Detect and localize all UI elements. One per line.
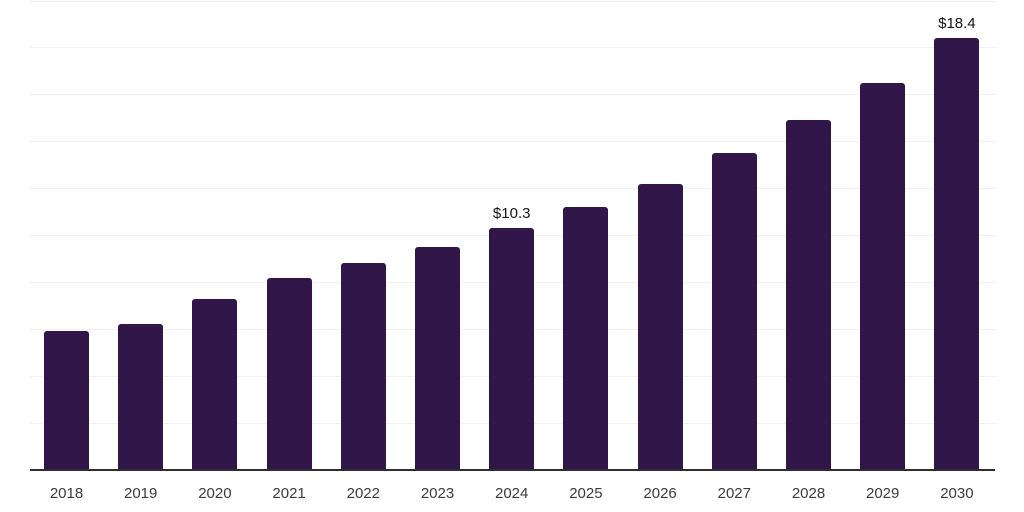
gridline-18 bbox=[30, 47, 995, 48]
bar-2018 bbox=[44, 331, 89, 470]
x-tick-label-2018: 2018 bbox=[49, 485, 84, 502]
data-label-2024: $10.3 bbox=[492, 205, 531, 223]
x-tick-label-2021: 2021 bbox=[272, 485, 306, 502]
x-tick-label-2025: 2025 bbox=[569, 485, 603, 502]
x-tick-label-2024: 2024 bbox=[495, 485, 529, 502]
x-tick-label-2030: 2030 bbox=[940, 485, 974, 502]
x-tick-label-2029: 2029 bbox=[866, 485, 900, 502]
bar-2024 bbox=[489, 228, 535, 470]
gridline-12 bbox=[30, 188, 995, 189]
x-axis-line bbox=[30, 469, 995, 471]
bar-2023 bbox=[415, 246, 460, 470]
bar-2020 bbox=[192, 298, 238, 470]
bar-2019 bbox=[118, 324, 164, 470]
x-tick-label-2028: 2028 bbox=[791, 485, 826, 502]
bar-2025 bbox=[563, 207, 609, 470]
bar-2026 bbox=[637, 183, 683, 470]
gridline-16 bbox=[30, 94, 995, 95]
x-tick-label-2023: 2023 bbox=[420, 485, 455, 502]
gridline-14 bbox=[30, 141, 995, 142]
bar-2021 bbox=[266, 277, 312, 470]
bar-2028 bbox=[786, 120, 831, 470]
x-tick-label-2019: 2019 bbox=[124, 485, 158, 502]
bar-2027 bbox=[711, 153, 757, 470]
x-tick-label-2026: 2026 bbox=[643, 485, 677, 502]
x-tick-label-2020: 2020 bbox=[198, 485, 232, 502]
data-label-2030: $18.4 bbox=[938, 15, 976, 33]
bar-2022 bbox=[340, 263, 386, 470]
x-tick-label-2027: 2027 bbox=[717, 485, 751, 502]
bar-2029 bbox=[860, 82, 906, 470]
bar-2030 bbox=[934, 38, 980, 470]
gridline-20 bbox=[30, 1, 995, 2]
x-tick-label-2022: 2022 bbox=[346, 485, 380, 502]
